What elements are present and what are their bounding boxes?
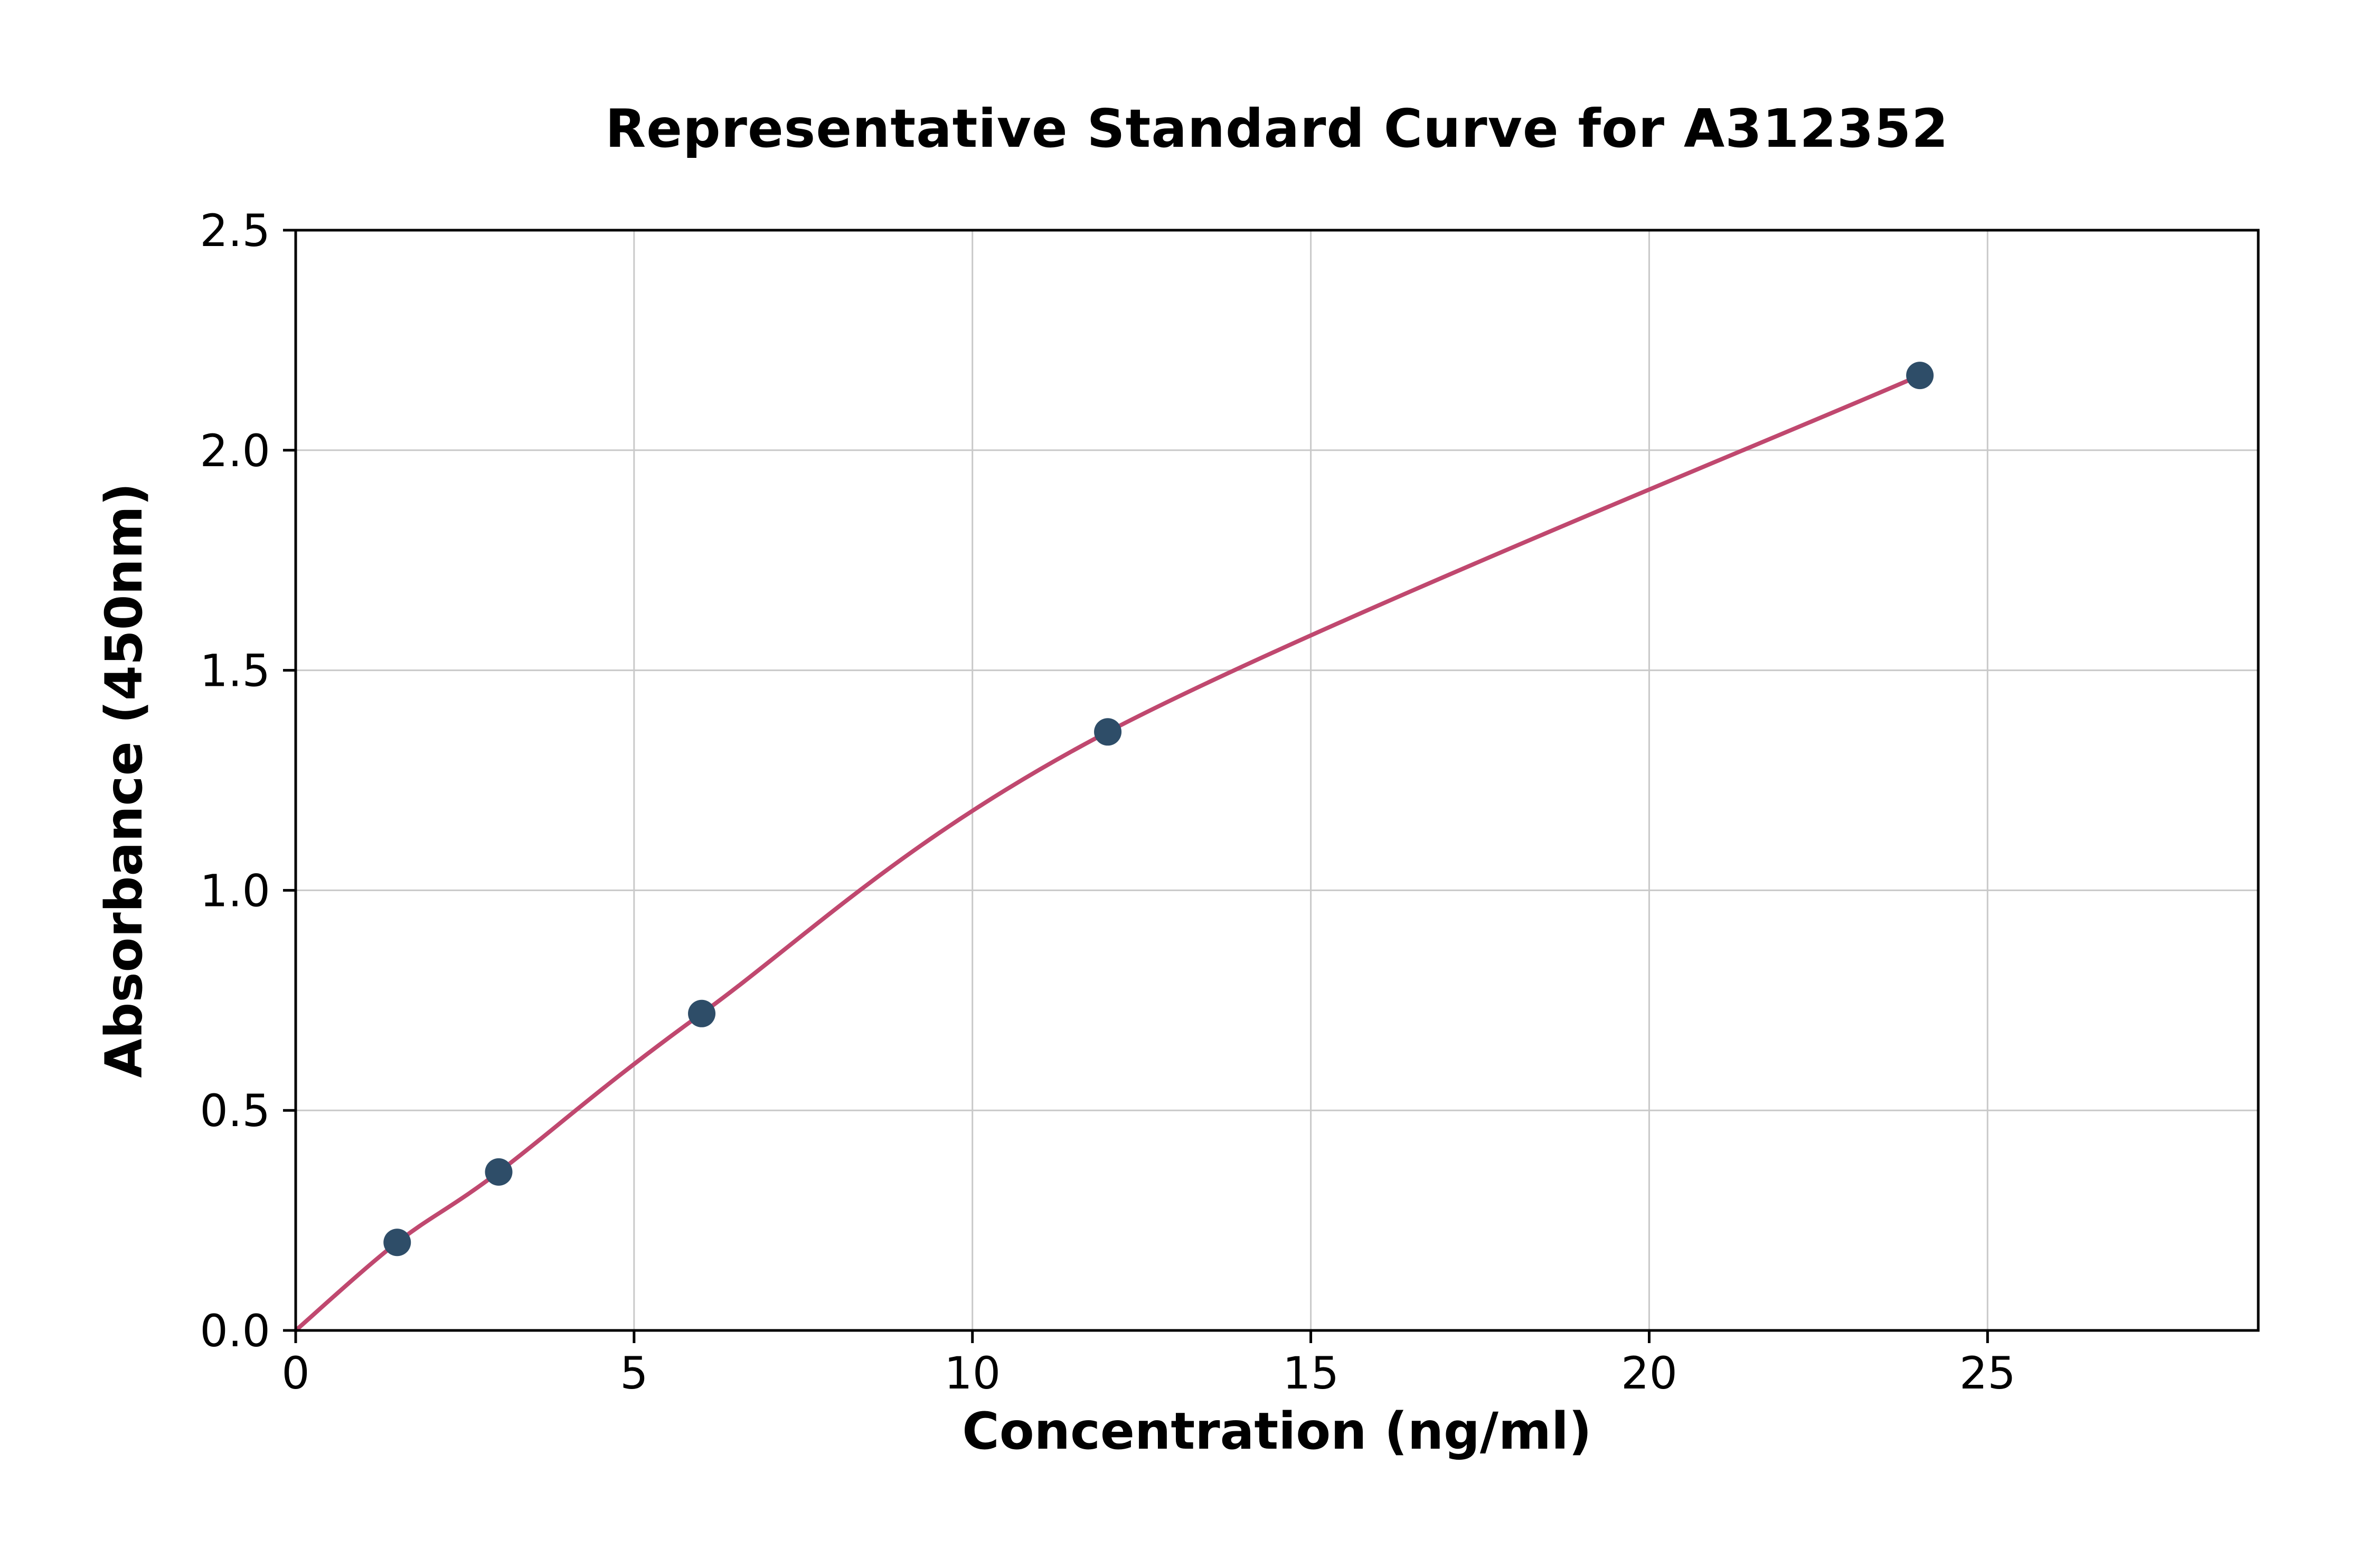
data-point xyxy=(383,1229,411,1257)
data-point xyxy=(688,999,716,1027)
y-tick-label: 0.0 xyxy=(200,1305,270,1357)
x-tick-label: 5 xyxy=(620,1347,648,1399)
y-tick-label: 2.0 xyxy=(200,425,270,477)
tick-marks xyxy=(283,229,1989,1343)
x-tick-label: 20 xyxy=(1621,1347,1677,1399)
fit-curve xyxy=(294,373,1922,1333)
y-tick-label: 1.0 xyxy=(200,865,270,917)
data-points xyxy=(383,362,1934,1257)
chart-title: Representative Standard Curve for A31235… xyxy=(605,98,1949,159)
x-tick-label: 10 xyxy=(944,1347,1001,1399)
tick-labels: 0 5 10 15 20 25 0.0 0.5 1.0 1.5 2.0 2.5 xyxy=(200,205,2015,1399)
x-axis-label: Concentration (ng/ml) xyxy=(962,1402,1592,1461)
x-tick-label: 0 xyxy=(281,1347,309,1399)
y-tick-label: 1.5 xyxy=(200,645,270,697)
grid-lines xyxy=(295,229,2258,1331)
y-tick-label: 0.5 xyxy=(200,1085,270,1137)
data-point xyxy=(1094,718,1122,746)
axes-border xyxy=(294,229,2260,1332)
y-tick-label: 2.5 xyxy=(200,205,270,257)
x-tick-label: 25 xyxy=(1959,1347,2016,1399)
data-point xyxy=(485,1158,513,1186)
x-tick-label: 15 xyxy=(1283,1347,1339,1399)
data-point xyxy=(1906,362,1934,390)
